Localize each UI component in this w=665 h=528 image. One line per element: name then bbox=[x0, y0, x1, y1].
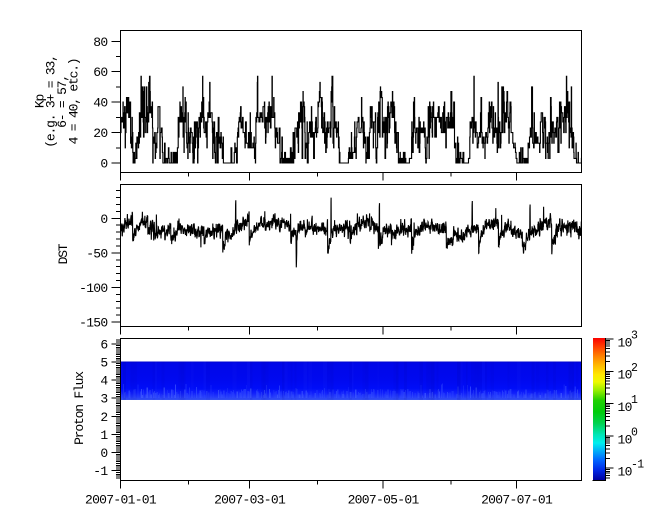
svg-text:2007-07-01: 2007-07-01 bbox=[481, 493, 553, 508]
svg-text:6: 6 bbox=[100, 337, 107, 352]
svg-text:40: 40 bbox=[93, 96, 107, 111]
svg-text:(e.g. 3+ = 33,: (e.g. 3+ = 33, bbox=[44, 55, 59, 147]
svg-text:0: 0 bbox=[100, 157, 107, 172]
svg-text:2007-05-01: 2007-05-01 bbox=[348, 493, 420, 508]
svg-text:5: 5 bbox=[100, 355, 107, 370]
svg-text:-100: -100 bbox=[79, 281, 107, 296]
svg-text:-50: -50 bbox=[86, 246, 107, 261]
svg-text:20: 20 bbox=[93, 126, 107, 141]
svg-text:Proton Flux: Proton Flux bbox=[72, 371, 87, 445]
svg-text:60: 60 bbox=[93, 65, 107, 80]
svg-text:2007-03-01: 2007-03-01 bbox=[214, 493, 286, 508]
svg-text:-150: -150 bbox=[79, 316, 107, 331]
svg-text:2007-01-01: 2007-01-01 bbox=[85, 493, 157, 508]
svg-text:10: 10 bbox=[618, 335, 632, 350]
svg-text:0: 0 bbox=[100, 446, 107, 461]
svg-text:0: 0 bbox=[631, 426, 638, 439]
svg-text:3: 3 bbox=[631, 330, 638, 343]
svg-text:0: 0 bbox=[100, 212, 107, 227]
svg-text:1: 1 bbox=[100, 428, 108, 443]
svg-text:DST: DST bbox=[56, 243, 71, 264]
svg-text:2: 2 bbox=[631, 362, 638, 375]
svg-text:10: 10 bbox=[618, 432, 632, 447]
svg-text:2: 2 bbox=[100, 410, 107, 425]
svg-text:10: 10 bbox=[618, 400, 632, 415]
svg-text:10: 10 bbox=[618, 368, 632, 383]
svg-text:-1: -1 bbox=[631, 459, 644, 472]
svg-text:3: 3 bbox=[100, 392, 107, 407]
svg-text:-1: -1 bbox=[93, 464, 108, 479]
svg-text:80: 80 bbox=[93, 35, 107, 50]
svg-text:Kp: Kp bbox=[33, 95, 48, 109]
svg-text:4: 4 bbox=[100, 374, 108, 389]
svg-text:1: 1 bbox=[631, 394, 638, 407]
svg-text:10: 10 bbox=[618, 465, 632, 480]
svg-text:4 = 40, etc.): 4 = 40, etc.) bbox=[67, 59, 82, 145]
svg-text:6- = 57,: 6- = 57, bbox=[55, 75, 70, 128]
